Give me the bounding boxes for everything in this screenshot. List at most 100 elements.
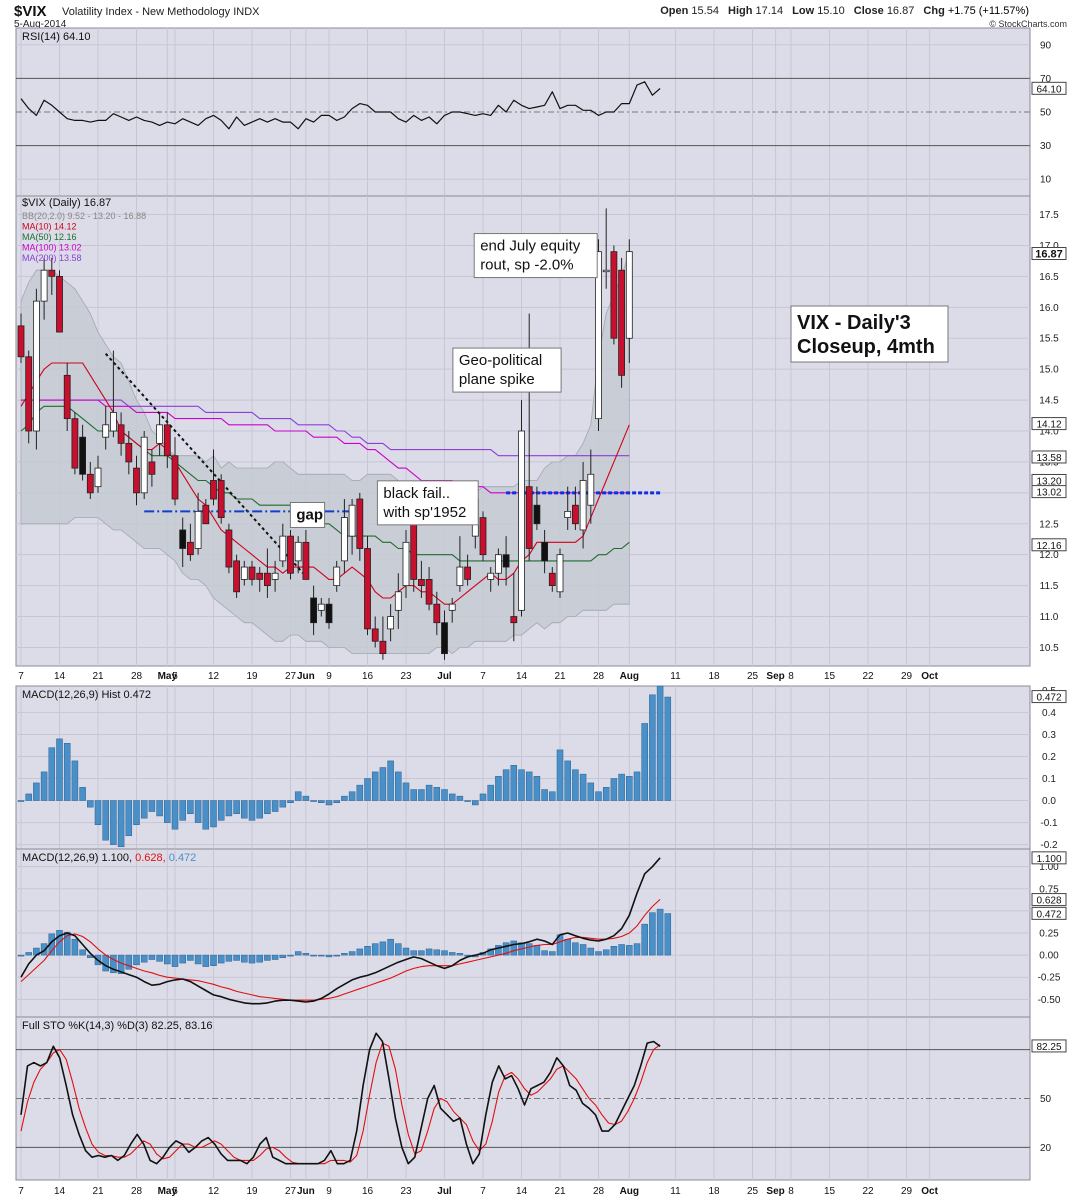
candle-body	[333, 566, 341, 587]
date-axis-top-label: Sep	[766, 671, 784, 682]
candle-body	[210, 480, 217, 500]
ticker-description: Volatility Index - New Methodology INDX	[62, 6, 260, 18]
rsi-tick-label: 70	[1040, 74, 1052, 85]
macd-tick-label: 0.75	[1039, 884, 1059, 895]
price-right-label-box	[1031, 485, 1067, 499]
candle-body	[148, 461, 156, 475]
macd-panel-hist-bar	[287, 954, 294, 957]
macd-panel-hist-bar	[248, 954, 256, 964]
macd-hist-bar	[556, 749, 564, 801]
date-axis-top-label: 18	[708, 671, 720, 682]
macd-tick-label: 0.00	[1039, 951, 1059, 962]
macd-panel-hist-bar	[279, 954, 287, 959]
price-right-label: 16.87	[1035, 249, 1063, 261]
price-right-label: 13.20	[1036, 476, 1061, 487]
macd-hist-bar	[595, 791, 602, 801]
macd-panel-hist-bar	[164, 954, 171, 965]
macd-panel-hist-bar	[456, 953, 464, 956]
macd-hist-bar	[502, 769, 510, 801]
date-axis-top-label: Oct	[921, 671, 938, 682]
price-legend-item: MA(50) 12.16	[22, 232, 77, 242]
date-axis-top-label: Jun	[297, 671, 315, 682]
macd-panel-hist-bar	[549, 951, 556, 956]
price-legend-item: BB(20,2.0) 9.52 - 13.20 - 16.88	[22, 211, 146, 221]
candle-body	[533, 504, 541, 525]
price-right-label-box	[1031, 538, 1067, 552]
date-axis-top-label: 8	[788, 671, 794, 682]
candle-body	[186, 541, 194, 556]
date-axis-top-label: 7	[18, 671, 24, 682]
candle-body	[79, 436, 86, 475]
candle-body	[625, 251, 633, 339]
macd-hist-bar	[341, 795, 348, 801]
macd-panel-hist-bar	[71, 938, 79, 956]
macd-hist-bar	[164, 800, 171, 823]
candle-body	[502, 554, 510, 568]
macd-hist-bar	[448, 793, 456, 801]
macd-panel-hist-bar	[579, 944, 587, 956]
candle-body	[271, 572, 279, 580]
date-axis-bottom-label: 15	[824, 1186, 836, 1197]
price-legend-item: MA(100) 13.02	[22, 243, 82, 253]
candle-body	[541, 541, 548, 562]
candle-body	[233, 560, 241, 593]
macd-panel-hist-bar	[341, 953, 348, 956]
date-axis-bottom-label: 8	[788, 1186, 794, 1197]
macd-hist-bar	[94, 800, 102, 826]
macd-panel-hist-bar	[356, 948, 364, 956]
macd-hist-tick-label: 0.2	[1042, 752, 1056, 763]
macd-panel-hist-bar	[187, 954, 194, 961]
macd-panel-hist-bar	[395, 943, 402, 956]
candle-body	[310, 597, 318, 624]
annotation-text: black fail..	[383, 485, 450, 502]
macd-hist-title: MACD(12,26,9) Hist 0.472	[22, 689, 151, 701]
candle-body	[433, 603, 441, 624]
macd-panel-hist-bar	[294, 951, 302, 956]
macd-panel-hist-bar	[40, 943, 48, 956]
macd-right-label: 0.628	[1036, 896, 1061, 907]
chart-title-text: VIX - Daily'3	[797, 312, 911, 334]
date-axis-top-label: 29	[901, 671, 913, 682]
macd-panel-hist-bar	[664, 913, 672, 956]
candle-body	[410, 523, 418, 580]
price-right-label-box	[1031, 417, 1067, 431]
price-tick-label: 14.0	[1039, 427, 1059, 438]
candle-body	[156, 424, 164, 444]
macd-panel-hist-bar	[425, 948, 433, 956]
macd-panel-hist-bar	[533, 945, 541, 956]
date-axis-bottom-label: 7	[480, 1186, 486, 1197]
candle-body	[240, 566, 248, 580]
candle-body	[94, 467, 102, 488]
price-right-label: 14.12	[1036, 420, 1061, 431]
candle-body	[518, 430, 525, 611]
macd-hist-bar	[410, 789, 417, 801]
macd-hist-last-value: 0.472	[1036, 693, 1061, 704]
date-axis-bottom-label: Aug	[620, 1186, 639, 1197]
macd-hist-bar	[533, 776, 541, 801]
macd-panel-hist-bar	[448, 952, 456, 956]
rsi-tick-label: 30	[1040, 141, 1052, 152]
price-legend-item: MA(10) 14.12	[22, 222, 77, 232]
date-axis-top-label: 7	[480, 671, 486, 682]
macd-hist-bar	[310, 800, 317, 802]
macd-panel-hist-bar	[233, 954, 240, 961]
candle-body	[602, 269, 610, 273]
macd-panel-hist-bar	[433, 949, 441, 956]
high-label: High	[728, 5, 753, 17]
rsi-tick-label: 90	[1040, 40, 1052, 51]
macd-panel-hist-bar	[587, 947, 595, 956]
candle-body	[464, 566, 472, 580]
macd-hist-bar	[441, 789, 448, 801]
sto-d-line	[20, 1042, 661, 1165]
macd-panel-hist-bar	[364, 946, 371, 956]
sto-title: Full STO %K(14,3) %D(3) 82.25, 83.16	[22, 1020, 213, 1032]
macd-hist-bar	[194, 800, 202, 823]
macd-line	[20, 857, 661, 1005]
macd-hist-bar	[602, 787, 610, 801]
date-axis-top-label: 14	[516, 671, 528, 682]
macd-panel-hist-bar	[595, 951, 602, 956]
rsi-tick-label: 10	[1040, 175, 1052, 186]
candle-body	[256, 572, 264, 580]
candle-body	[579, 480, 587, 531]
candle-body	[425, 579, 433, 605]
